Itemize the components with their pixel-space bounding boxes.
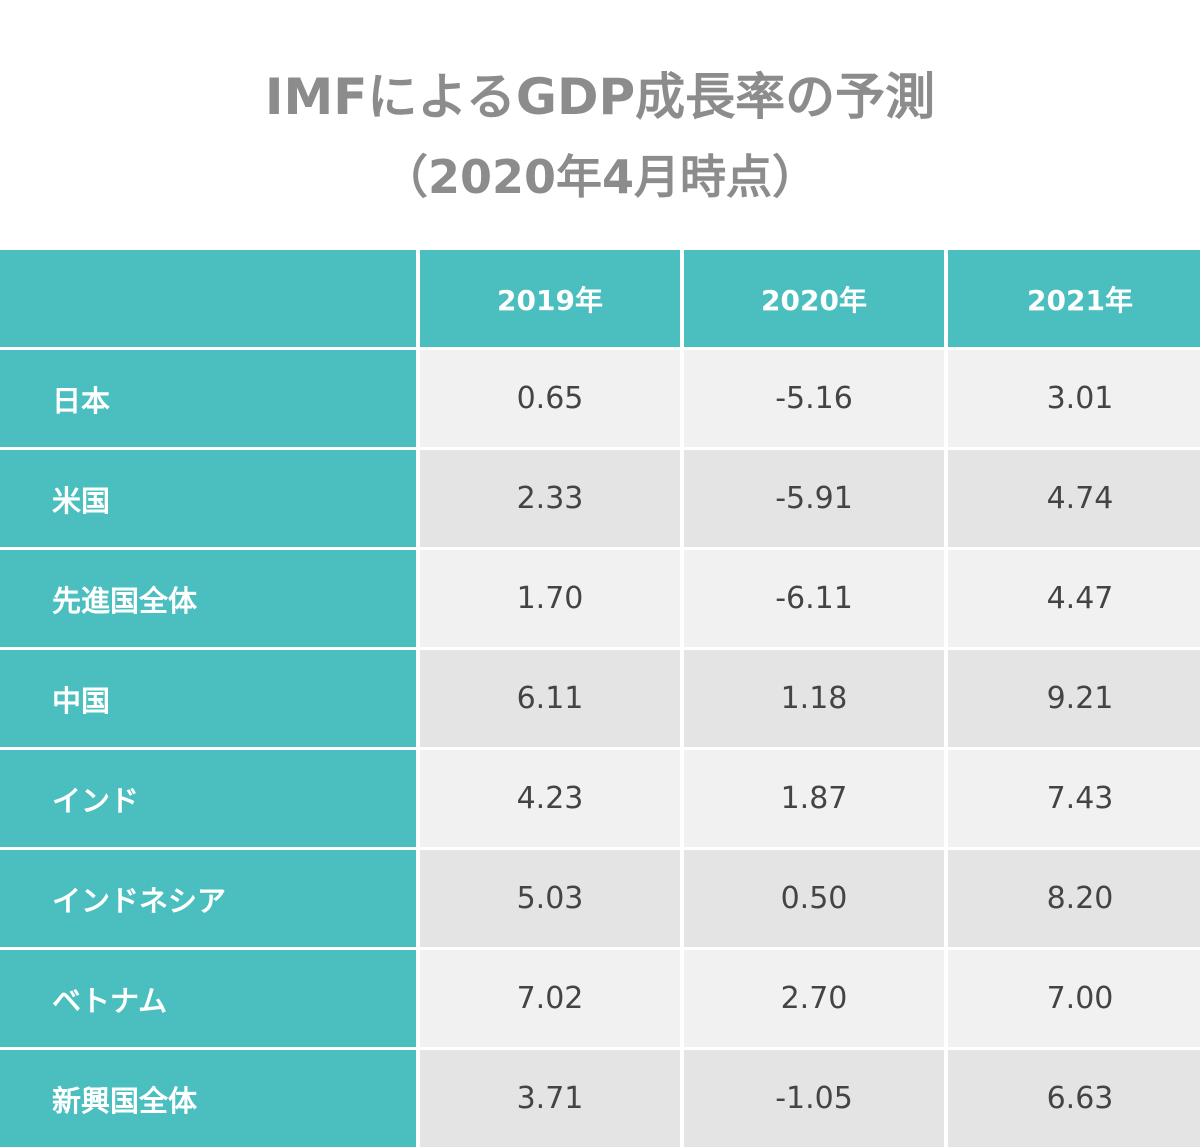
value-cell: -5.91 xyxy=(684,450,944,547)
chart-title: IMFによるGDP成長率の予測 xyxy=(264,68,936,126)
value-cell: 4.23 xyxy=(420,750,680,847)
value-cell: 2.70 xyxy=(684,950,944,1047)
value-cell: 6.11 xyxy=(420,650,680,747)
value-cell: 1.70 xyxy=(420,550,680,647)
value-cell: 2.33 xyxy=(420,450,680,547)
value-cell: 6.63 xyxy=(948,1050,1200,1147)
row-label: 日本 xyxy=(0,350,416,447)
chart-subtitle: （2020年4月時点） xyxy=(381,150,819,204)
row-label: 新興国全体 xyxy=(0,1050,416,1147)
row-label: 米国 xyxy=(0,450,416,547)
header-year-2019: 2019年 xyxy=(420,250,680,347)
row-label: ベトナム xyxy=(0,950,416,1047)
value-cell: -6.11 xyxy=(684,550,944,647)
value-cell: 3.71 xyxy=(420,1050,680,1147)
value-cell: -1.05 xyxy=(684,1050,944,1147)
value-cell: 5.03 xyxy=(420,850,680,947)
value-cell: 0.65 xyxy=(420,350,680,447)
value-cell: 4.74 xyxy=(948,450,1200,547)
value-cell: 9.21 xyxy=(948,650,1200,747)
row-label: 先進国全体 xyxy=(0,550,416,647)
value-cell: 8.20 xyxy=(948,850,1200,947)
value-cell: 4.47 xyxy=(948,550,1200,647)
gdp-forecast-table: 2019年 2020年 2021年 日本 0.65 -5.16 3.01 米国 2.33-… xyxy=(0,250,1200,1148)
value-cell: 1.18 xyxy=(684,650,944,747)
value-cell: 7.43 xyxy=(948,750,1200,847)
value-cell: -5.16 xyxy=(684,350,944,447)
value-cell: 1.87 xyxy=(684,750,944,847)
value-cell: 7.00 xyxy=(948,950,1200,1047)
row-label: 中国 xyxy=(0,650,416,747)
value-cell: 0.50 xyxy=(684,850,944,947)
row-label: インドネシア xyxy=(0,850,416,947)
header-year-2020: 2020年 xyxy=(684,250,944,347)
header-corner-cell xyxy=(0,250,416,347)
value-cell: 7.02 xyxy=(420,950,680,1047)
value-cell: 3.01 xyxy=(948,350,1200,447)
row-label: インド xyxy=(0,750,416,847)
header-year-2021: 2021年 xyxy=(948,250,1200,347)
